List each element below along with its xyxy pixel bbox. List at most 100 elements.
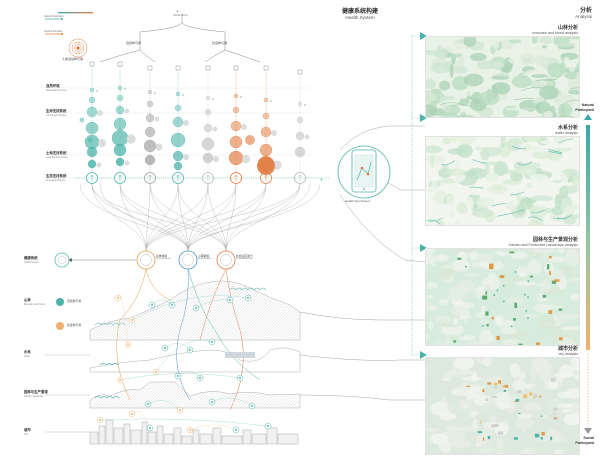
hub-label-en: Social Adaptation (236, 258, 253, 260)
link-curve (149, 183, 189, 252)
bubble (174, 104, 182, 112)
app-label: Health App System (345, 199, 371, 203)
bubble (97, 110, 103, 116)
bubble (204, 108, 212, 116)
map-title-0: 山林分析 mountain and forest analysis (532, 24, 578, 35)
map-texture (426, 37, 579, 117)
link-curve (145, 183, 179, 252)
map-title-en: water analysis (555, 131, 578, 135)
lower-label-cn: 健康系统 (24, 256, 38, 260)
bubble (96, 162, 102, 168)
map-play-icons (420, 32, 427, 359)
tree-labels: ▲ (176, 9, 179, 13)
column-head-icon (205, 65, 211, 71)
bubble (296, 116, 304, 124)
bubble (170, 132, 186, 148)
bubble (111, 129, 129, 147)
link-curve (91, 183, 189, 252)
bubble (183, 154, 189, 160)
lower-label-cn: 山林 (24, 298, 31, 302)
bubble (154, 116, 160, 122)
arrow-up-icon (176, 174, 180, 181)
bubble-column-3 (170, 65, 189, 184)
bubble (257, 157, 275, 175)
bubble (144, 154, 156, 166)
activity-link (119, 373, 241, 381)
bubble (295, 131, 305, 141)
link-curve (145, 183, 301, 252)
lower-label-2: 水系 Water (24, 350, 31, 360)
hub-label-en: Physical Health (156, 258, 172, 260)
bubble (260, 126, 272, 138)
bubble (212, 126, 218, 132)
bubble-column-2 (143, 65, 163, 184)
bubble (213, 156, 219, 162)
bubble-columns (79, 61, 310, 184)
bubble (145, 113, 155, 123)
bubble (98, 139, 106, 147)
link-curve (187, 183, 301, 252)
lower-legend-social: 社会参与者 (67, 323, 81, 327)
bubble (117, 85, 123, 91)
bubble (294, 146, 306, 158)
lower-label-0: 健康系统 Health System (24, 256, 39, 266)
bubble (205, 95, 211, 101)
bubble (303, 103, 307, 107)
row-label-cn: 土地支持系统 (46, 151, 67, 155)
map-title-cn: 山林分析 (557, 25, 578, 31)
bubble (89, 87, 95, 93)
bubble (183, 120, 189, 126)
bubble (126, 134, 136, 144)
link-curve (145, 183, 209, 252)
lower-label-en: Health System (24, 262, 39, 264)
legend-natural-dot (56, 298, 64, 306)
map-texture (426, 137, 579, 225)
map-title-en: Garden and Productive Landscape analysis (508, 243, 578, 247)
bubble (124, 160, 130, 166)
scale-bottom-label: Social Participant (575, 436, 594, 446)
analysis-map-3 (425, 357, 580, 455)
tree-branch-left-label: 自然参与者 (126, 41, 142, 45)
map-texture (426, 358, 579, 454)
row-label-cn: 生命支持系统 (46, 109, 67, 113)
map-title-cn: 园林与生产景观分析 (532, 237, 578, 243)
city-layer (89, 419, 299, 445)
bubble (143, 139, 157, 153)
bubble (271, 130, 277, 136)
link-curve (91, 183, 147, 252)
tree-branch-right-label: 社会参与者 (212, 41, 228, 45)
lower-label-1: 山林 Mountain and Forest (24, 298, 45, 308)
hub-label-en: Mental Health (198, 258, 212, 260)
arrow-left-icon (68, 258, 136, 262)
analysis-map-0 (425, 36, 580, 118)
bubble (113, 117, 127, 131)
map-title-1: 水系分析 water analysis (555, 124, 578, 135)
bubble (229, 135, 243, 149)
hub-mental-health (178, 250, 198, 270)
lower-label-cn: 园林与生产景观 (24, 390, 48, 394)
bubble (172, 150, 184, 162)
activity-link (164, 343, 191, 351)
bubble (116, 94, 124, 102)
bubble (203, 123, 213, 133)
row-label-en: Land Support System (46, 157, 69, 159)
link-curve (99, 183, 189, 252)
map-title-3: 城市分析 city analysis (558, 345, 578, 356)
row-label-cn: 生态支持系统 (46, 174, 67, 178)
bubble (228, 150, 244, 166)
activity-link (155, 339, 213, 373)
lower-label-en: City (24, 434, 28, 436)
bubble (232, 106, 240, 114)
bubble (88, 96, 96, 104)
hub-label-1: 心理健康 Mental Health (198, 255, 212, 261)
bubble (86, 146, 98, 158)
bubble (201, 137, 215, 151)
lower-label-en: Garden Landscape (24, 396, 44, 398)
row-label-cn: 自然环境 (46, 84, 60, 88)
bubble (153, 91, 157, 95)
bubble (269, 99, 273, 103)
row-label-en: Life Support System (46, 115, 67, 117)
hub-physical-health (136, 250, 156, 270)
column-head-icon (117, 61, 123, 67)
